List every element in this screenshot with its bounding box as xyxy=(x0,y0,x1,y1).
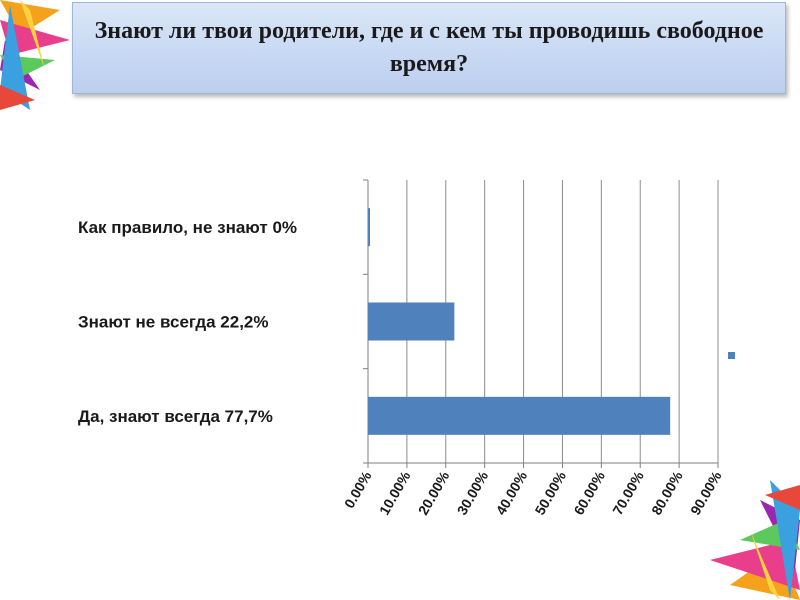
x-tick-label-3: 30.00% xyxy=(454,468,492,518)
x-tick-label-6: 60.00% xyxy=(570,468,608,518)
category-label-1: Знают не всегда 22,2% xyxy=(78,313,269,332)
bar-0 xyxy=(368,208,370,247)
category-label-0: Как правило, не знают 0% xyxy=(78,218,297,237)
bar-2 xyxy=(368,396,671,435)
x-tick-label-5: 50.00% xyxy=(531,468,569,518)
x-tick-label-7: 70.00% xyxy=(609,468,647,518)
x-tick-label-9: 90.00% xyxy=(687,468,725,518)
x-tick-label-2: 20.00% xyxy=(415,468,453,518)
slide-title-box: Знают ли твои родители, где и с кем ты п… xyxy=(72,2,786,94)
x-tick-label-1: 10.00% xyxy=(376,468,414,518)
bar-1 xyxy=(368,302,455,341)
x-tick-label-8: 80.00% xyxy=(648,468,686,518)
slide-title: Знают ли твои родители, где и с кем ты п… xyxy=(94,18,764,77)
x-tick-label-4: 40.00% xyxy=(493,468,531,518)
x-tick-label-0: 0.00% xyxy=(341,468,375,511)
legend-marker xyxy=(728,352,735,359)
category-label-2: Да, знают всегда 77,7% xyxy=(78,407,273,426)
